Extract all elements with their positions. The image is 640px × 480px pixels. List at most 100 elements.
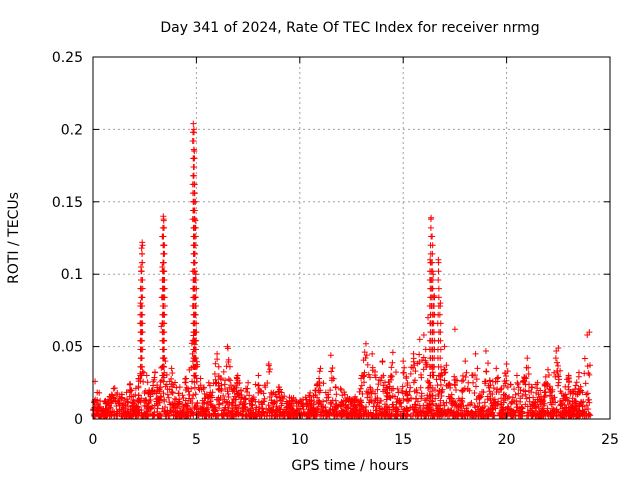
roti-point	[214, 412, 221, 419]
roti-point	[444, 412, 451, 419]
roti-point	[195, 384, 202, 391]
roti-point	[328, 401, 335, 408]
roti-point	[412, 402, 419, 409]
roti-point	[328, 368, 335, 375]
roti-point	[93, 400, 100, 407]
roti-point	[101, 413, 108, 420]
roti-point	[372, 374, 379, 381]
roti-point	[580, 398, 587, 405]
chart-title: Day 341 of 2024, Rate Of TEC Index for r…	[160, 20, 539, 36]
roti-point	[235, 390, 242, 397]
roti-point	[113, 403, 120, 410]
roti-point	[486, 377, 493, 384]
roti-point-streak	[437, 329, 444, 336]
roti-point-peak	[441, 343, 448, 350]
roti-point	[586, 399, 593, 406]
roti-point	[341, 407, 348, 414]
roti-point	[404, 407, 411, 414]
roti-point	[504, 368, 511, 375]
roti-point	[144, 379, 151, 386]
roti-point	[337, 385, 344, 392]
roti-point	[472, 372, 479, 379]
roti-point-peak	[503, 360, 510, 367]
roti-point	[582, 380, 589, 387]
roti-point	[200, 406, 207, 413]
roti-point	[110, 394, 117, 401]
roti-point	[381, 406, 388, 413]
roti-point	[310, 406, 317, 413]
roti-point	[159, 405, 166, 412]
roti-point	[239, 411, 246, 418]
roti-point	[525, 370, 532, 377]
roti-point-peak	[586, 329, 593, 336]
roti-point	[435, 391, 442, 398]
roti-point	[432, 402, 439, 409]
roti-point-peak	[410, 350, 417, 357]
roti-point	[199, 412, 206, 419]
roti-point	[311, 413, 318, 420]
roti-point-peak	[416, 336, 423, 343]
roti-point	[509, 394, 516, 401]
roti-point	[165, 394, 172, 401]
x-tick-labels: 0 5 10 15 20 25	[89, 432, 619, 448]
roti-point-streak	[139, 320, 146, 327]
roti-point-streak	[138, 372, 145, 379]
roti-point	[175, 390, 182, 397]
roti-point	[437, 401, 444, 408]
roti-point	[555, 382, 562, 389]
roti-point	[403, 388, 410, 395]
roti-point	[429, 392, 436, 399]
roti-point-streak	[139, 346, 146, 353]
roti-point-streak	[138, 268, 145, 275]
roti-point	[342, 403, 349, 410]
roti-point	[511, 386, 518, 393]
roti-point	[160, 390, 167, 397]
roti-point	[140, 378, 147, 385]
roti-point	[174, 400, 181, 407]
roti-point-streak	[437, 372, 444, 379]
roti-point	[333, 391, 340, 398]
roti-point	[121, 397, 128, 404]
roti-point	[490, 385, 497, 392]
roti-point	[424, 385, 431, 392]
roti-point	[382, 410, 389, 417]
roti-point	[151, 376, 158, 383]
roti-point	[292, 397, 299, 404]
roti-point	[163, 412, 170, 419]
roti-point	[464, 385, 471, 392]
roti-point	[541, 389, 548, 396]
roti-point	[201, 399, 208, 406]
roti-point	[162, 383, 169, 390]
roti-point-peak	[183, 375, 190, 382]
roti-point	[453, 387, 460, 394]
roti-point	[212, 380, 219, 387]
roti-point	[239, 405, 246, 412]
roti-point	[121, 410, 128, 417]
roti-point	[545, 409, 552, 416]
roti-point	[441, 366, 448, 373]
roti-point-streak	[192, 346, 199, 353]
roti-point	[138, 395, 145, 402]
roti-point	[563, 404, 570, 411]
roti-point	[364, 361, 371, 368]
roti-point	[555, 362, 562, 369]
roti-point	[510, 409, 517, 416]
roti-point	[575, 412, 582, 419]
roti-point	[424, 408, 431, 415]
roti-point	[293, 407, 300, 414]
roti-point	[261, 395, 268, 402]
roti-point	[249, 396, 256, 403]
roti-point	[542, 382, 549, 389]
roti-point	[116, 400, 123, 407]
roti-point	[322, 389, 329, 396]
roti-point	[186, 391, 193, 398]
roti-point	[586, 371, 593, 378]
roti-point	[169, 389, 176, 396]
roti-point	[541, 381, 548, 388]
roti-point-streak	[193, 329, 200, 336]
roti-point-streak	[191, 216, 198, 223]
roti-point	[230, 386, 237, 393]
roti-point	[312, 387, 319, 394]
roti-point	[490, 412, 497, 419]
roti-point	[229, 400, 236, 407]
